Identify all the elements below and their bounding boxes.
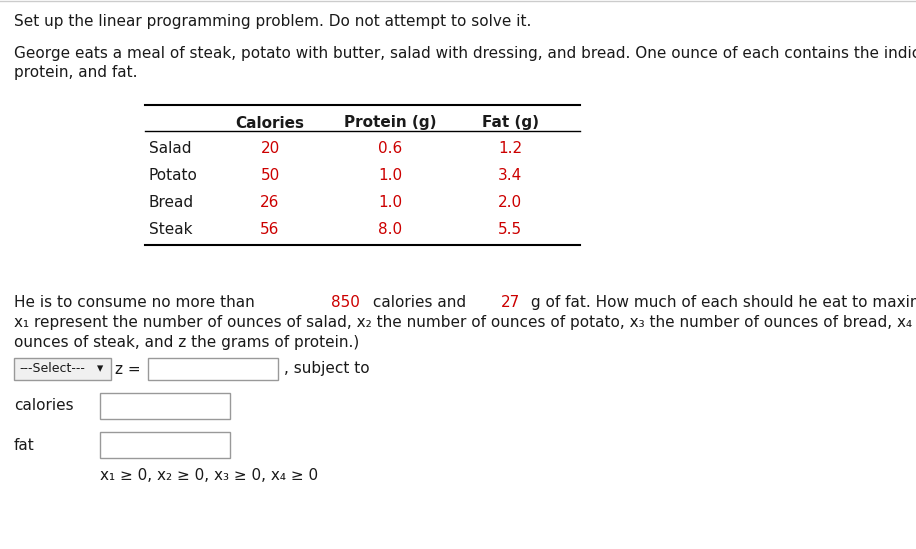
- Text: g of fat. How much of each should he eat to maximize the protein consumed? (Let: g of fat. How much of each should he eat…: [526, 295, 916, 310]
- Text: 8.0: 8.0: [378, 222, 402, 237]
- Text: ounces of steak, and z the grams of protein.): ounces of steak, and z the grams of prot…: [14, 335, 359, 350]
- Text: 50: 50: [260, 168, 279, 183]
- Text: He is to consume no more than: He is to consume no more than: [14, 295, 259, 310]
- Text: ---Select---: ---Select---: [19, 362, 85, 376]
- Text: George eats a meal of steak, potato with butter, salad with dressing, and bread.: George eats a meal of steak, potato with…: [14, 46, 916, 61]
- Text: 3.4: 3.4: [498, 168, 522, 183]
- Text: ▾: ▾: [97, 362, 104, 376]
- Text: Calories: Calories: [235, 115, 304, 131]
- Text: 1.2: 1.2: [498, 141, 522, 156]
- FancyBboxPatch shape: [14, 358, 111, 380]
- Text: 0.6: 0.6: [378, 141, 402, 156]
- Text: fat: fat: [14, 438, 35, 452]
- Text: Fat (g): Fat (g): [482, 115, 539, 131]
- Text: calories and: calories and: [368, 295, 471, 310]
- Text: Protein (g): Protein (g): [344, 115, 436, 131]
- Text: 2.0: 2.0: [498, 195, 522, 210]
- Text: 56: 56: [260, 222, 279, 237]
- Text: 1.0: 1.0: [378, 195, 402, 210]
- Text: x₁ ≥ 0, x₂ ≥ 0, x₃ ≥ 0, x₄ ≥ 0: x₁ ≥ 0, x₂ ≥ 0, x₃ ≥ 0, x₄ ≥ 0: [100, 468, 318, 483]
- Text: protein, and fat.: protein, and fat.: [14, 65, 137, 80]
- Text: , subject to: , subject to: [284, 361, 370, 377]
- Text: x₁ represent the number of ounces of salad, x₂ the number of ounces of potato, x: x₁ represent the number of ounces of sal…: [14, 315, 916, 330]
- Text: 850: 850: [331, 295, 360, 310]
- Text: Steak: Steak: [149, 222, 192, 237]
- Text: Salad: Salad: [149, 141, 191, 156]
- FancyBboxPatch shape: [100, 393, 230, 419]
- Text: Set up the linear programming problem. Do not attempt to solve it.: Set up the linear programming problem. D…: [14, 14, 531, 29]
- Text: 26: 26: [260, 195, 279, 210]
- FancyBboxPatch shape: [100, 432, 230, 458]
- Text: Potato: Potato: [149, 168, 198, 183]
- Text: 20: 20: [260, 141, 279, 156]
- Text: Bread: Bread: [149, 195, 194, 210]
- Text: 1.0: 1.0: [378, 168, 402, 183]
- FancyBboxPatch shape: [148, 358, 278, 380]
- Text: z =: z =: [115, 361, 141, 377]
- Text: 5.5: 5.5: [498, 222, 522, 237]
- Text: calories: calories: [14, 399, 73, 413]
- Text: 27: 27: [501, 295, 520, 310]
